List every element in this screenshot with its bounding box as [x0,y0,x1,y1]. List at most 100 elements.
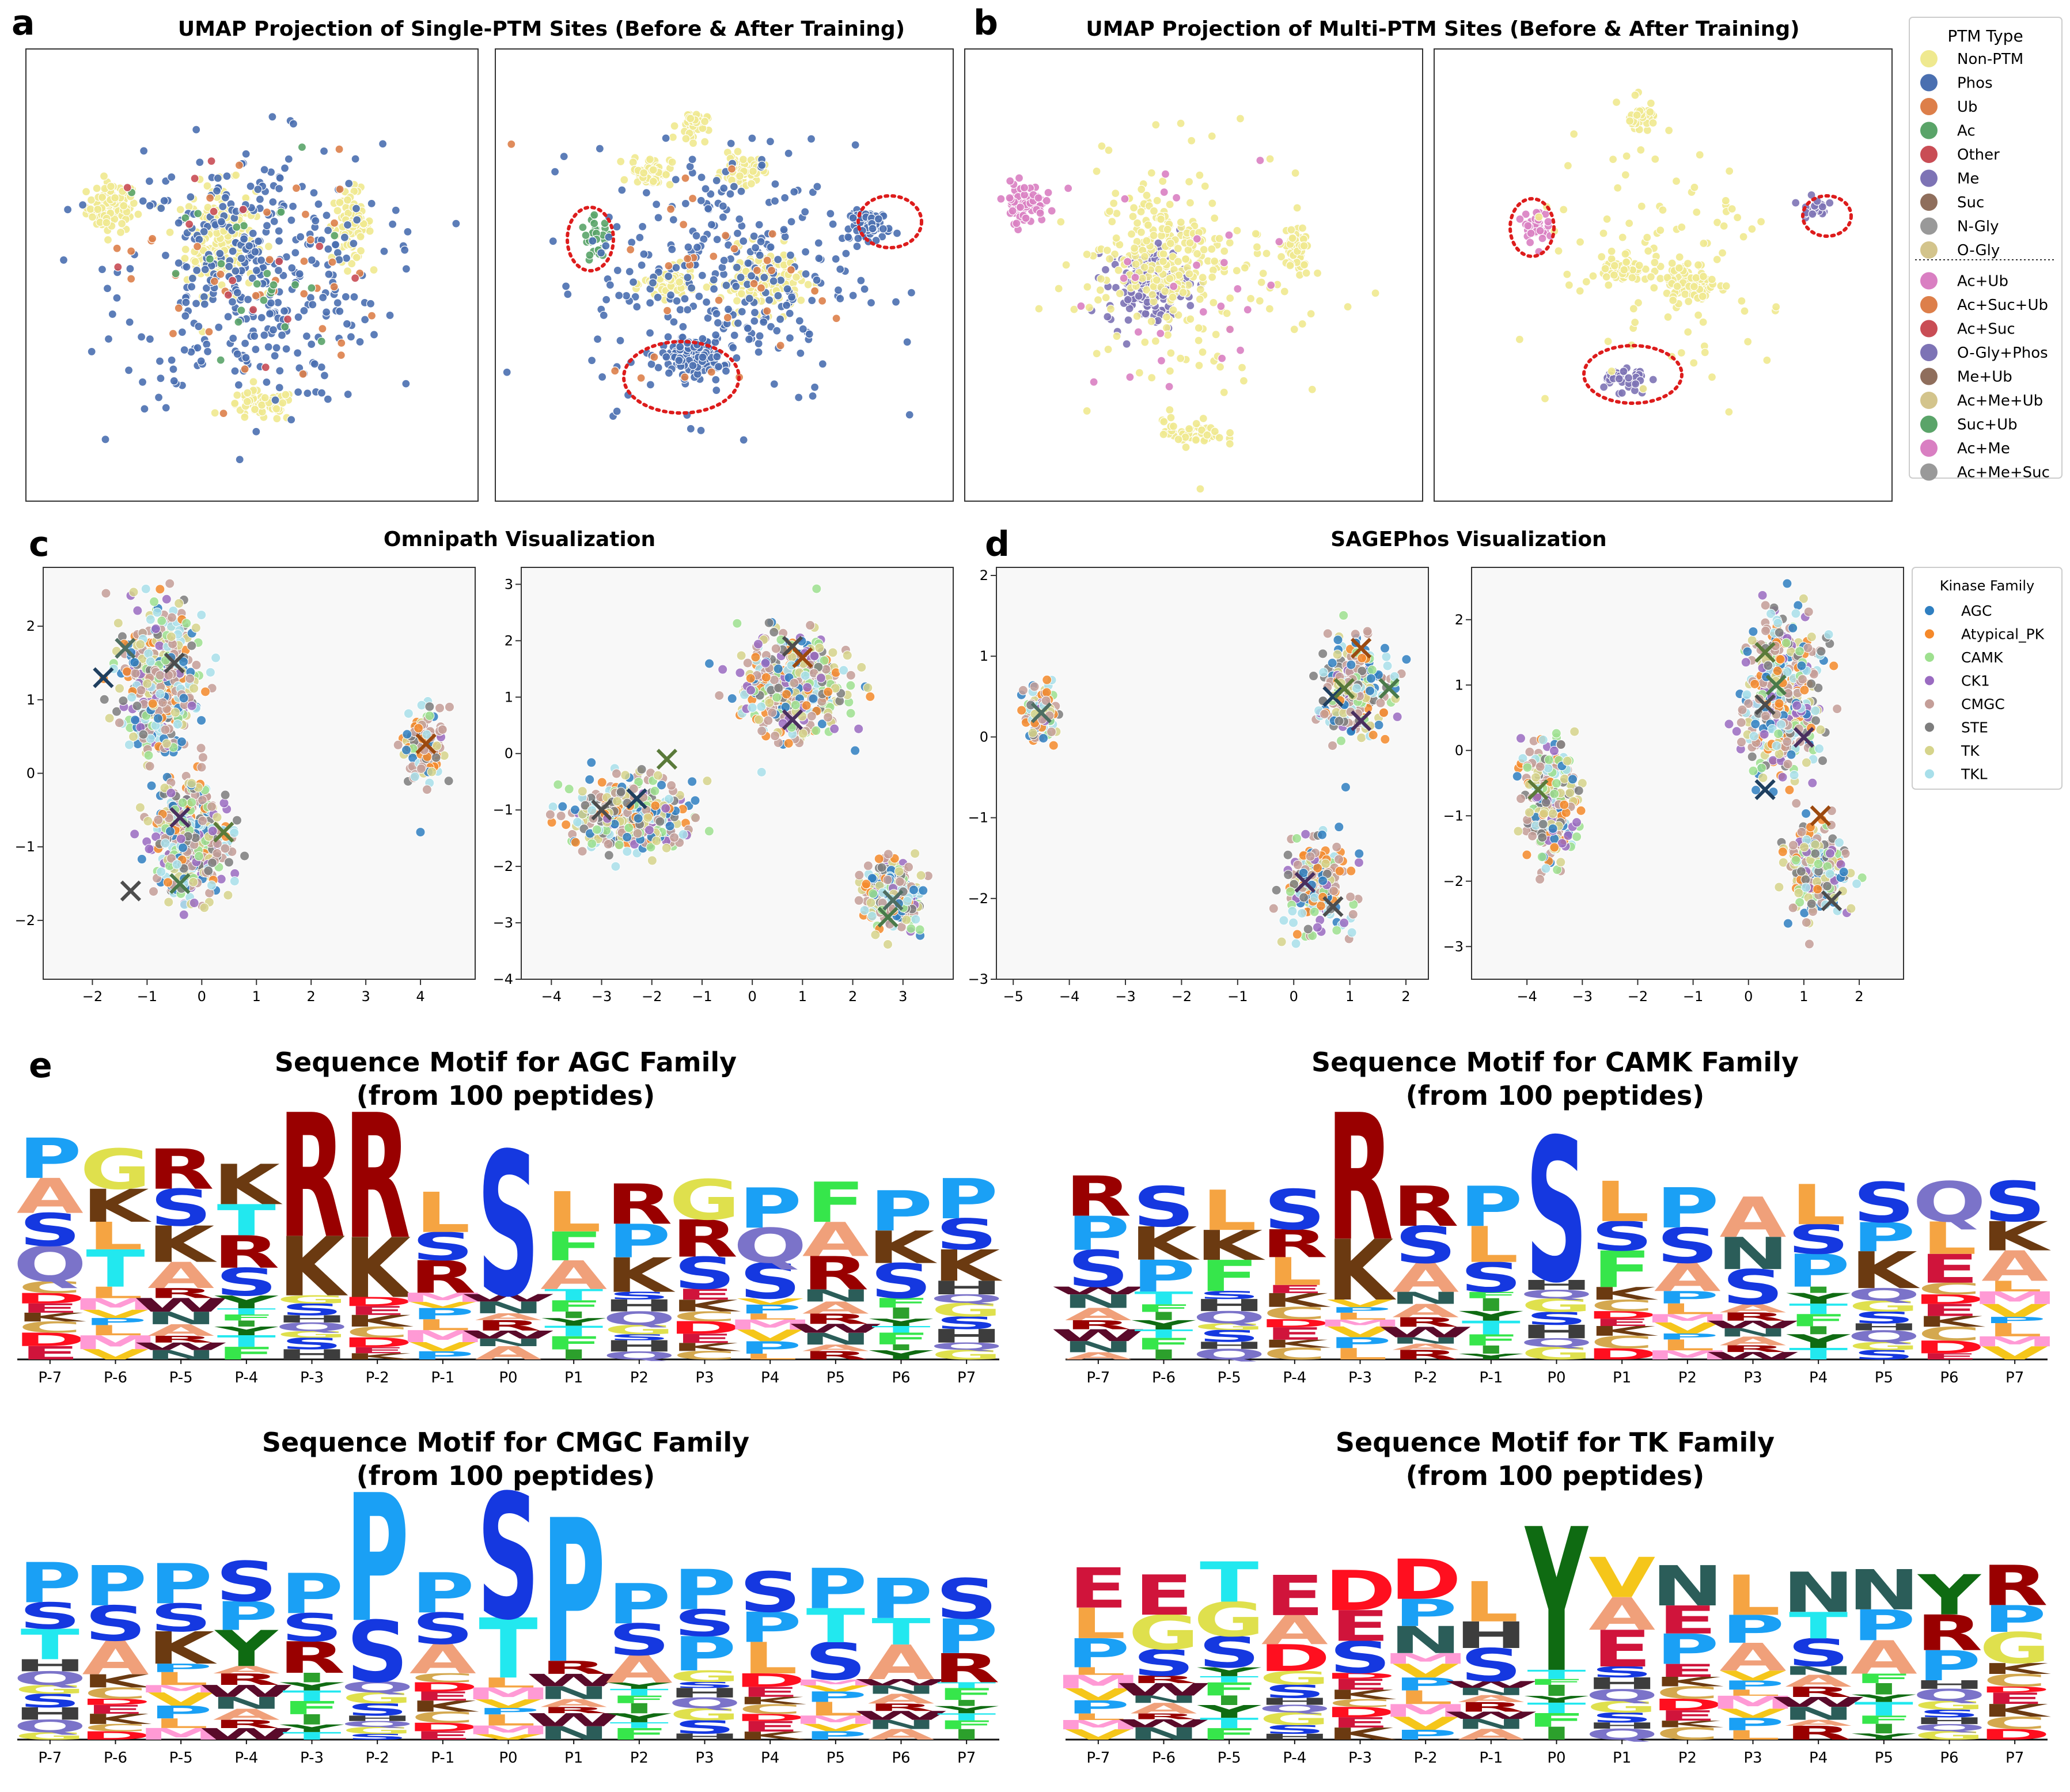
umap-point [1226,294,1235,303]
umap-point [735,172,745,181]
umap-point [367,311,377,320]
umap-point [1136,207,1146,217]
umap-point [171,269,180,278]
umap-point [93,204,103,214]
umap-point [214,323,223,332]
umap-point [1235,114,1245,123]
umap-point [602,295,611,304]
umap-point [1251,229,1260,238]
umap-point [1005,194,1014,203]
kinase-point [145,761,155,771]
umap-point [700,137,710,146]
umap-point [1663,312,1673,322]
umap-point [751,243,760,252]
kinase-point [802,682,813,692]
umap-point [697,173,706,182]
kinase-point [189,898,199,908]
umap-point [283,315,293,324]
kinase-point [161,594,172,604]
umap-point [352,253,361,262]
kinase-point [882,874,893,885]
umap-point [563,290,573,299]
umap-point [737,187,746,196]
umap-point [813,182,822,191]
umap-point [674,356,684,365]
legend-marker-n-gly [1920,217,1938,235]
umap-point [1120,194,1129,203]
kinase-point [114,718,124,728]
umap-point [730,244,739,253]
umap-point [1536,226,1545,236]
umap-point [229,334,238,343]
kinase-point [229,876,240,886]
x-tick-label: −1 [692,988,712,1005]
umap-point [380,247,389,256]
kinase-point [128,587,139,597]
umap-point [782,301,791,310]
kinase-point [179,693,189,703]
umap-point [233,349,242,359]
kinase-point [166,612,177,623]
umap-point [1161,169,1170,179]
umap-point [248,305,258,315]
kinase-point [814,643,825,653]
kinase-point [780,702,791,712]
umap-point [1613,183,1622,192]
umap-point [1252,243,1262,252]
umap-point [1195,171,1204,180]
umap-point [736,272,745,282]
umap-point [1650,283,1659,293]
kinase-point [553,779,563,790]
umap-point [1185,238,1195,248]
umap-point [1692,273,1701,282]
umap-point [269,280,278,290]
umap-point [275,173,285,183]
umap-point [1684,297,1693,306]
umap-point [307,283,316,293]
legend-marker-ac-me-suc [1920,463,1938,481]
umap-point [99,172,109,181]
umap-point [666,290,676,300]
umap-point [265,255,274,264]
umap-point [786,251,795,260]
umap-point [192,125,201,134]
umap-point [1632,111,1641,120]
kinase-point [854,870,865,880]
umap-point [757,161,767,170]
umap-point [123,183,132,192]
kinase-point [142,679,153,689]
umap-point [294,388,303,397]
umap-point [237,254,246,263]
umap-point [1147,168,1156,177]
umap-point [104,334,113,344]
umap-point [1224,230,1234,240]
umap-point [755,220,764,229]
umap-point [297,142,307,152]
umap-point [1639,384,1648,393]
umap-point [280,322,290,332]
umap-point [138,377,147,387]
umap-point [228,297,237,306]
umap-point [654,213,663,222]
kinase-point [177,843,188,853]
umap-point [1219,388,1229,397]
kinase-point [165,826,176,836]
umap-point [1621,249,1630,259]
umap-point [210,276,219,286]
umap-point [696,196,706,205]
umap-point [343,389,352,399]
kinase-point [882,939,893,949]
umap-point [1636,145,1646,154]
kinase-point [401,745,412,755]
umap-point [351,274,360,283]
umap-point [193,343,202,353]
umap-point [324,270,333,279]
kinase-point [874,854,884,864]
kinase-point [798,728,808,738]
umap-point [185,219,194,229]
umap-point [765,137,775,146]
umap-point [578,223,587,232]
umap-point [112,293,122,302]
umap-point [275,257,284,266]
umap-point [1825,198,1834,207]
